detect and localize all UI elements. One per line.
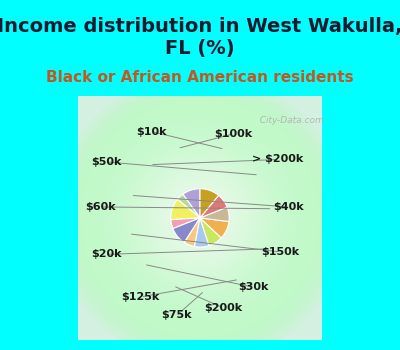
Text: $125k: $125k [121, 292, 160, 302]
Circle shape [126, 144, 274, 292]
Wedge shape [171, 199, 200, 220]
Circle shape [107, 125, 293, 311]
Circle shape [122, 140, 278, 296]
Circle shape [163, 181, 237, 255]
Circle shape [141, 159, 259, 277]
Wedge shape [194, 218, 209, 247]
Text: Black or African American residents: Black or African American residents [46, 70, 354, 84]
Circle shape [133, 151, 267, 285]
Circle shape [89, 106, 311, 329]
Circle shape [59, 77, 341, 350]
Circle shape [85, 103, 315, 333]
Wedge shape [200, 207, 229, 222]
Wedge shape [200, 195, 227, 218]
Circle shape [182, 199, 218, 237]
Text: $20k: $20k [91, 249, 122, 259]
Text: $50k: $50k [91, 157, 122, 167]
Text: $150k: $150k [261, 247, 299, 257]
Wedge shape [200, 218, 221, 246]
Circle shape [166, 184, 234, 251]
Circle shape [144, 162, 256, 274]
Text: $75k: $75k [162, 310, 192, 320]
Wedge shape [184, 218, 200, 246]
Circle shape [192, 210, 208, 225]
Circle shape [96, 114, 304, 322]
Wedge shape [200, 218, 229, 238]
Circle shape [104, 121, 296, 314]
Text: $60k: $60k [85, 202, 116, 212]
Wedge shape [200, 189, 219, 218]
Wedge shape [173, 218, 200, 243]
Circle shape [196, 214, 204, 222]
Circle shape [152, 170, 248, 266]
Text: > $200k: > $200k [252, 154, 304, 164]
Text: $10k: $10k [136, 126, 166, 136]
Circle shape [118, 136, 282, 300]
Text: Income distribution in West Wakulla,
FL (%): Income distribution in West Wakulla, FL … [0, 17, 400, 58]
Wedge shape [183, 189, 200, 218]
Text: $100k: $100k [214, 129, 252, 139]
Circle shape [92, 110, 308, 326]
Circle shape [81, 99, 319, 337]
Circle shape [115, 133, 285, 303]
Circle shape [159, 177, 241, 259]
Circle shape [148, 166, 252, 270]
Text: City-Data.com: City-Data.com [254, 116, 323, 125]
Circle shape [66, 84, 334, 350]
Wedge shape [178, 194, 200, 218]
Circle shape [137, 155, 263, 281]
Wedge shape [171, 218, 200, 229]
Text: $30k: $30k [238, 282, 269, 292]
Circle shape [185, 203, 215, 233]
Circle shape [189, 207, 211, 229]
Circle shape [100, 118, 300, 318]
Circle shape [78, 96, 322, 340]
Circle shape [178, 196, 222, 240]
Circle shape [70, 88, 330, 348]
Circle shape [170, 188, 230, 247]
Text: $40k: $40k [274, 202, 304, 212]
Circle shape [111, 129, 289, 307]
Circle shape [156, 173, 244, 262]
Circle shape [174, 192, 226, 244]
Bar [78, 96, 322, 340]
Circle shape [74, 92, 326, 344]
Circle shape [130, 147, 270, 288]
Text: $200k: $200k [204, 303, 242, 313]
Circle shape [55, 73, 345, 350]
Circle shape [63, 80, 337, 350]
